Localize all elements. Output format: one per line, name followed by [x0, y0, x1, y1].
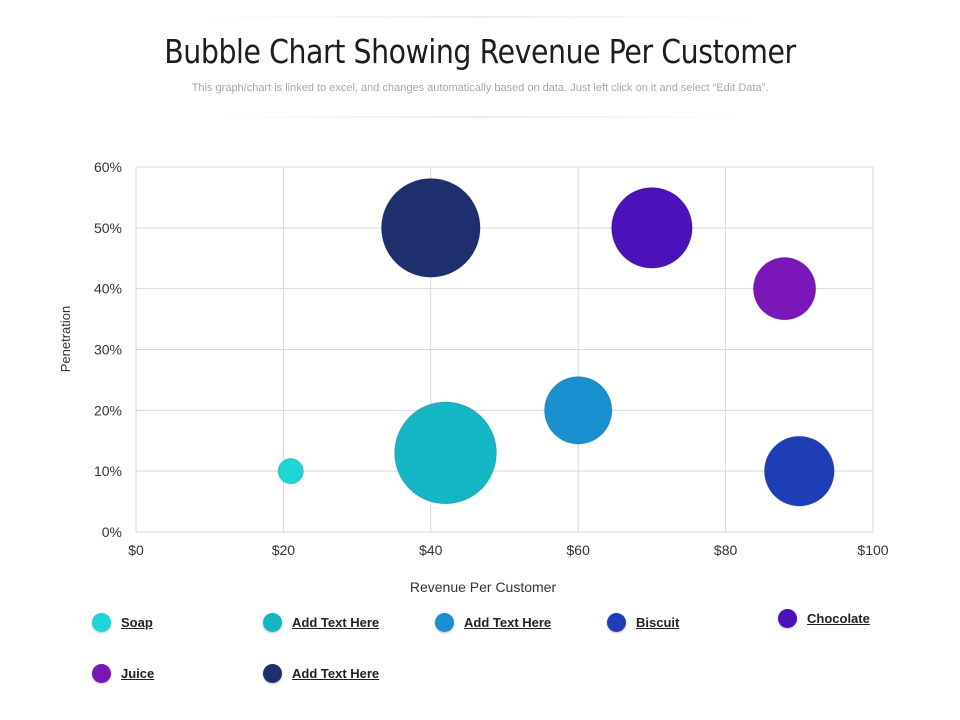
legend-label: Add Text Here [464, 614, 552, 630]
legend-label: Juice [121, 665, 155, 681]
y-tick-label: 60% [94, 159, 122, 175]
legend-label: Soap [121, 614, 153, 630]
legend-swatch [435, 612, 454, 632]
bubble-add-text-here[interactable] [393, 401, 498, 505]
bubble-biscuit[interactable] [763, 435, 835, 507]
y-tick-label: 10% [94, 463, 122, 479]
legend-swatch [92, 663, 111, 683]
legend-item[interactable]: Add Text Here [435, 611, 551, 633]
bubble-soap[interactable] [277, 457, 305, 485]
legend-item[interactable]: Add Text Here [263, 662, 379, 684]
chart-grid [135, 166, 874, 533]
x-axis-label: Revenue Per Customer [410, 579, 557, 595]
legend-item[interactable]: Chocolate [778, 607, 870, 629]
top-divider [200, 16, 760, 18]
y-tick-label: 50% [94, 220, 122, 236]
page-title: Bubble Chart Showing Revenue Per Custome… [164, 32, 796, 71]
legend-swatch [263, 663, 282, 683]
legend-swatch [778, 608, 797, 628]
y-tick-label: 40% [94, 281, 122, 297]
legend-label: Chocolate [807, 610, 870, 626]
legend-item[interactable]: Add Text Here [263, 611, 379, 633]
y-tick-label: 0% [102, 524, 122, 540]
legend-item[interactable]: Biscuit [607, 611, 679, 633]
legend-swatch [607, 612, 626, 632]
x-tick-label: $0 [128, 542, 144, 558]
x-tick-label: $80 [714, 542, 738, 558]
legend-swatch [263, 612, 282, 632]
legend-label: Add Text Here [292, 665, 380, 681]
x-tick-label: $20 [272, 542, 296, 558]
x-tick-label: $60 [567, 542, 591, 558]
legend-swatch [92, 612, 111, 632]
x-tick-label: $100 [857, 542, 888, 558]
y-tick-label: 20% [94, 402, 122, 418]
bubble-add-text-here[interactable] [543, 375, 613, 445]
legend-item[interactable]: Juice [92, 662, 154, 684]
bottom-divider [200, 116, 760, 118]
legend-label: Biscuit [636, 614, 680, 630]
y-tick-label: 30% [94, 342, 122, 358]
page-subtitle: This graph/chart is linked to excel, and… [191, 82, 769, 94]
axis-ticks: $0 $20 $40 $60 $80 $100 0% 10% 20% 30% 40% 50% 60% [94, 159, 889, 558]
bubble-juice[interactable] [752, 256, 817, 321]
legend-item[interactable]: Soap [92, 611, 153, 633]
y-axis-label: Penetration [58, 306, 73, 373]
bubble-add-text-here[interactable] [380, 177, 481, 278]
legend-label: Add Text Here [292, 614, 380, 630]
chart-bubbles[interactable] [277, 177, 835, 507]
bubble-chocolate[interactable] [610, 186, 693, 269]
x-tick-label: $40 [419, 542, 443, 558]
